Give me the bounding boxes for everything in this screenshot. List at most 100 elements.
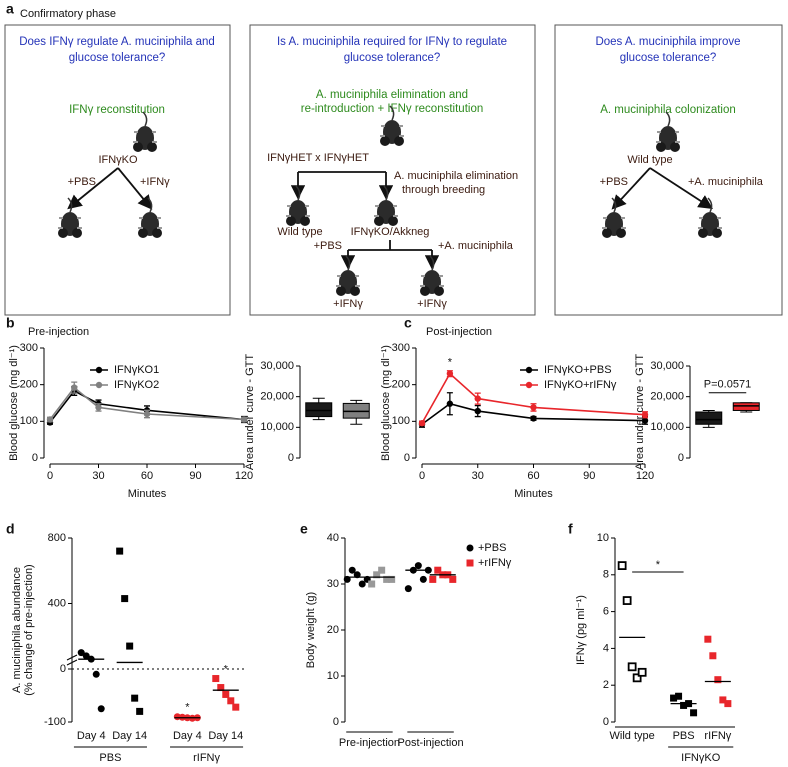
mouse-icon	[374, 185, 398, 226]
y-axis-label: Blood glucose (mg dl⁻¹)	[380, 345, 392, 461]
arrow-label: +PBS	[68, 176, 96, 188]
y-tick-label: 200	[20, 379, 38, 391]
arrow	[67, 167, 119, 210]
x-tick-label: 90	[189, 470, 201, 482]
mouse-icon	[133, 111, 157, 152]
point	[434, 566, 442, 574]
point	[474, 407, 481, 415]
y-axis-label: Area under curve - GTT	[634, 354, 646, 470]
connector	[348, 240, 432, 251]
point	[136, 707, 144, 715]
legend-marker	[525, 381, 533, 389]
arrow	[649, 167, 714, 209]
y-tick-label: 20,000	[260, 391, 294, 403]
x-tick-label: 120	[235, 470, 253, 482]
point	[704, 635, 712, 643]
panel-label: b	[6, 315, 15, 331]
mouse-feet	[286, 205, 310, 217]
mouse-ear	[58, 228, 68, 238]
point	[240, 416, 248, 423]
y-tick-label: 100	[392, 415, 410, 427]
point	[227, 697, 235, 705]
point	[143, 410, 151, 418]
mouse-ear	[602, 228, 612, 238]
point	[46, 416, 54, 423]
legend-label: IFNγKO2	[114, 379, 159, 391]
y-tick-label: 20	[327, 624, 339, 636]
mouse-tail	[345, 255, 351, 271]
y-tick-label: 30,000	[260, 360, 294, 372]
panel-label: f	[568, 521, 573, 537]
point	[212, 675, 220, 683]
mouse-feet	[698, 217, 722, 229]
mouse-feet	[374, 205, 398, 217]
y-tick-label: 0	[333, 716, 339, 728]
point	[719, 696, 727, 704]
mouse-ear	[420, 286, 430, 296]
arrow	[117, 167, 153, 210]
group-label: Post-injection	[398, 737, 464, 749]
point	[617, 561, 627, 570]
x-axis-label: Minutes	[514, 488, 553, 500]
point	[77, 649, 85, 657]
y-axis-label: Area under curve - GTT	[244, 354, 256, 470]
result-label: +IFNγ	[333, 298, 363, 310]
legend-label: IFNγKO+rIFNγ	[544, 379, 617, 391]
point	[348, 566, 356, 574]
cross-label: IFNγHET x IFNγHET	[267, 152, 369, 164]
mouse-label: IFNγKO	[98, 154, 138, 166]
legend-marker	[466, 544, 474, 552]
mouse-feet	[133, 131, 157, 143]
y-tick-label: 10	[597, 532, 609, 544]
y-tick-label: 100	[20, 415, 38, 427]
x-tick-label: 60	[527, 470, 539, 482]
question: Does IFNγ regulate A. muciniphila and	[19, 36, 215, 48]
breeding-label: A. muciniphila elimination	[394, 170, 518, 182]
arrow	[611, 167, 651, 210]
legend-label: +PBS	[478, 542, 506, 554]
mouse-ear	[394, 136, 404, 146]
point	[232, 703, 240, 711]
legend-label: IFNγKO+PBS	[544, 364, 612, 376]
mouse-ear	[72, 228, 82, 238]
y-tick-label: 4	[603, 642, 609, 654]
mouse-ear	[286, 216, 296, 226]
axis-break	[66, 654, 78, 666]
point	[404, 585, 412, 593]
mouse-icon	[336, 255, 360, 296]
panel-label: d	[6, 521, 15, 537]
point	[641, 417, 649, 424]
mouse-feet	[420, 275, 444, 287]
mouse-ear	[380, 136, 390, 146]
point	[429, 575, 437, 583]
group-label: Pre-injection	[339, 737, 400, 749]
x-tick-label: Day 14	[112, 730, 147, 742]
point	[622, 596, 632, 605]
x-tick-label: 0	[47, 470, 53, 482]
mouse-label: IFNγKO/Akkneg	[351, 226, 430, 238]
mouse-feet	[138, 217, 162, 229]
mouse-ear	[712, 228, 722, 238]
mouse-ear	[350, 286, 360, 296]
y-tick-label: 300	[392, 342, 410, 354]
mouse-tail	[383, 185, 389, 201]
y-axis-label: (% change of pre-injection)	[23, 564, 35, 695]
point	[373, 571, 381, 579]
x-tick-label: 60	[141, 470, 153, 482]
mouse-tail	[429, 255, 435, 271]
point	[680, 701, 688, 709]
group-label: PBS	[99, 752, 121, 764]
mouse-ear	[336, 286, 346, 296]
mouse-ear	[152, 228, 162, 238]
treatment: A. muciniphila colonization	[600, 104, 736, 116]
y-axis-label: A. muciniphila abundance	[11, 567, 23, 693]
mouse-icon	[380, 105, 404, 146]
point	[121, 595, 129, 603]
mouse-tail	[665, 111, 671, 127]
x-tick-label: 30	[92, 470, 104, 482]
x-tick-label: Day 4	[173, 730, 202, 742]
subtitle: Post-injection	[426, 326, 492, 338]
x-tick-label: 30	[472, 470, 484, 482]
mouse-icon	[656, 111, 680, 152]
y-tick-label: 10,000	[260, 421, 294, 433]
